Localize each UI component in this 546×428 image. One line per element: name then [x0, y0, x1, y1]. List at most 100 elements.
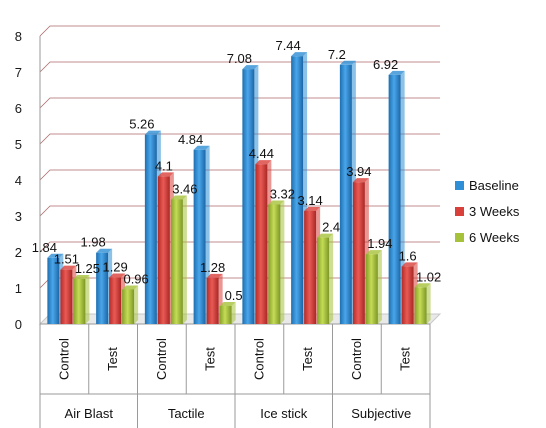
- data-label: 3.14: [297, 193, 322, 208]
- bar-top: [268, 200, 285, 205]
- bar-top: [60, 265, 77, 270]
- legend-entry: Baseline: [469, 178, 519, 193]
- category-label: Control: [154, 338, 169, 380]
- bar-side: [182, 195, 187, 324]
- bar-top: [193, 145, 210, 150]
- legend-swatch: [455, 233, 464, 242]
- gridline: [39, 133, 440, 145]
- bar-baseline: [242, 69, 255, 325]
- bar-6-weeks: [122, 289, 135, 324]
- data-label: 1.84: [32, 240, 57, 255]
- gridline: [39, 169, 440, 181]
- bar-side: [280, 200, 285, 324]
- gridlines: [39, 25, 440, 289]
- group-label: Subjective: [351, 406, 411, 421]
- bar-side: [377, 250, 382, 324]
- legend-entry: 6 Weeks: [469, 230, 520, 245]
- bar-6-weeks: [414, 287, 427, 324]
- bar-3-weeks: [352, 182, 365, 324]
- bar-top: [170, 195, 187, 200]
- data-label: 2.4: [322, 220, 340, 235]
- bar-3-weeks: [60, 269, 73, 324]
- data-label: 1.25: [75, 261, 100, 276]
- data-label: 1.94: [367, 236, 392, 251]
- group-label: Ice stick: [260, 406, 307, 421]
- bar-side: [426, 283, 431, 324]
- bar-6-weeks: [170, 199, 183, 324]
- bar-side: [85, 275, 90, 324]
- gridline: [39, 61, 440, 73]
- data-label: 5.26: [129, 117, 154, 132]
- bar-side: [329, 233, 334, 324]
- x-axis: Control Test Control Test Control Test Control…: [39, 324, 431, 428]
- category-label: Test: [398, 347, 413, 371]
- y-tick-label: 1: [15, 281, 22, 296]
- bar-baseline: [47, 257, 60, 324]
- bar-top: [365, 250, 382, 255]
- bar-side: [400, 70, 405, 324]
- data-labels: 1.841.511.25 1.98 1.290.96 5.26 4.1 3.46 4.84 1…: [32, 38, 442, 303]
- data-label: 3.94: [346, 164, 371, 179]
- y-tick-label: 2: [15, 245, 22, 260]
- data-label: 0.5: [225, 288, 243, 303]
- bar-3-weeks: [255, 164, 268, 324]
- data-label: 4.1: [155, 158, 173, 173]
- bar-top: [47, 253, 64, 258]
- bar-3-weeks: [157, 176, 170, 324]
- data-label: 1.28: [200, 260, 225, 275]
- legend-swatch: [455, 207, 464, 216]
- y-tick-label: 3: [15, 209, 22, 224]
- bars: [47, 52, 431, 325]
- y-tick-label: 5: [15, 137, 22, 152]
- bar-top: [73, 275, 90, 279]
- group-label: Tactile: [168, 406, 205, 421]
- data-label: 0.96: [123, 271, 148, 286]
- data-label: 4.44: [249, 146, 274, 161]
- bar-6-weeks: [219, 306, 232, 324]
- category-label: Test: [300, 347, 315, 371]
- gridline: [39, 25, 440, 37]
- y-tick-label: 0: [15, 317, 22, 332]
- bar-3-weeks: [304, 210, 317, 324]
- y-tick-label: 6: [15, 101, 22, 116]
- bar-top: [339, 60, 356, 65]
- bar-6-weeks: [73, 279, 86, 324]
- data-label: 1.29: [102, 260, 127, 275]
- data-label: 1.6: [399, 248, 417, 263]
- bar-top: [388, 70, 405, 75]
- gridline: [39, 97, 440, 109]
- legend-swatch: [455, 181, 464, 190]
- bar-top: [352, 178, 369, 183]
- bar-6-weeks: [268, 204, 281, 324]
- bar-top: [255, 160, 272, 165]
- bar-top: [122, 285, 139, 290]
- bar-top: [414, 283, 431, 288]
- group-label: Air Blast: [65, 406, 114, 421]
- bar-baseline: [339, 64, 352, 325]
- bar-baseline: [388, 74, 401, 324]
- legend-entry: 3 Weeks: [469, 204, 520, 219]
- bar-top: [144, 130, 161, 135]
- bar-top: [242, 65, 259, 70]
- data-label: 1.98: [80, 235, 105, 250]
- data-label: 6.92: [373, 57, 398, 72]
- bar-baseline: [96, 252, 109, 324]
- data-label: 1.51: [54, 252, 79, 267]
- category-label: Control: [56, 338, 71, 380]
- data-label: 7.44: [275, 38, 300, 53]
- bar-top: [96, 248, 113, 253]
- bar-top: [219, 302, 236, 306]
- bar-top: [206, 273, 223, 278]
- y-tick-label: 7: [15, 65, 22, 80]
- data-label: 3.32: [270, 186, 295, 201]
- bar-baseline: [291, 56, 304, 324]
- bar-6-weeks: [365, 254, 378, 324]
- bar-top: [291, 52, 308, 57]
- bar-side: [134, 285, 139, 324]
- data-label: 7.08: [227, 51, 252, 66]
- data-label: 7.2: [328, 47, 346, 62]
- data-label: 3.46: [172, 181, 197, 196]
- bar-top: [401, 262, 418, 267]
- bar-side: [231, 302, 236, 324]
